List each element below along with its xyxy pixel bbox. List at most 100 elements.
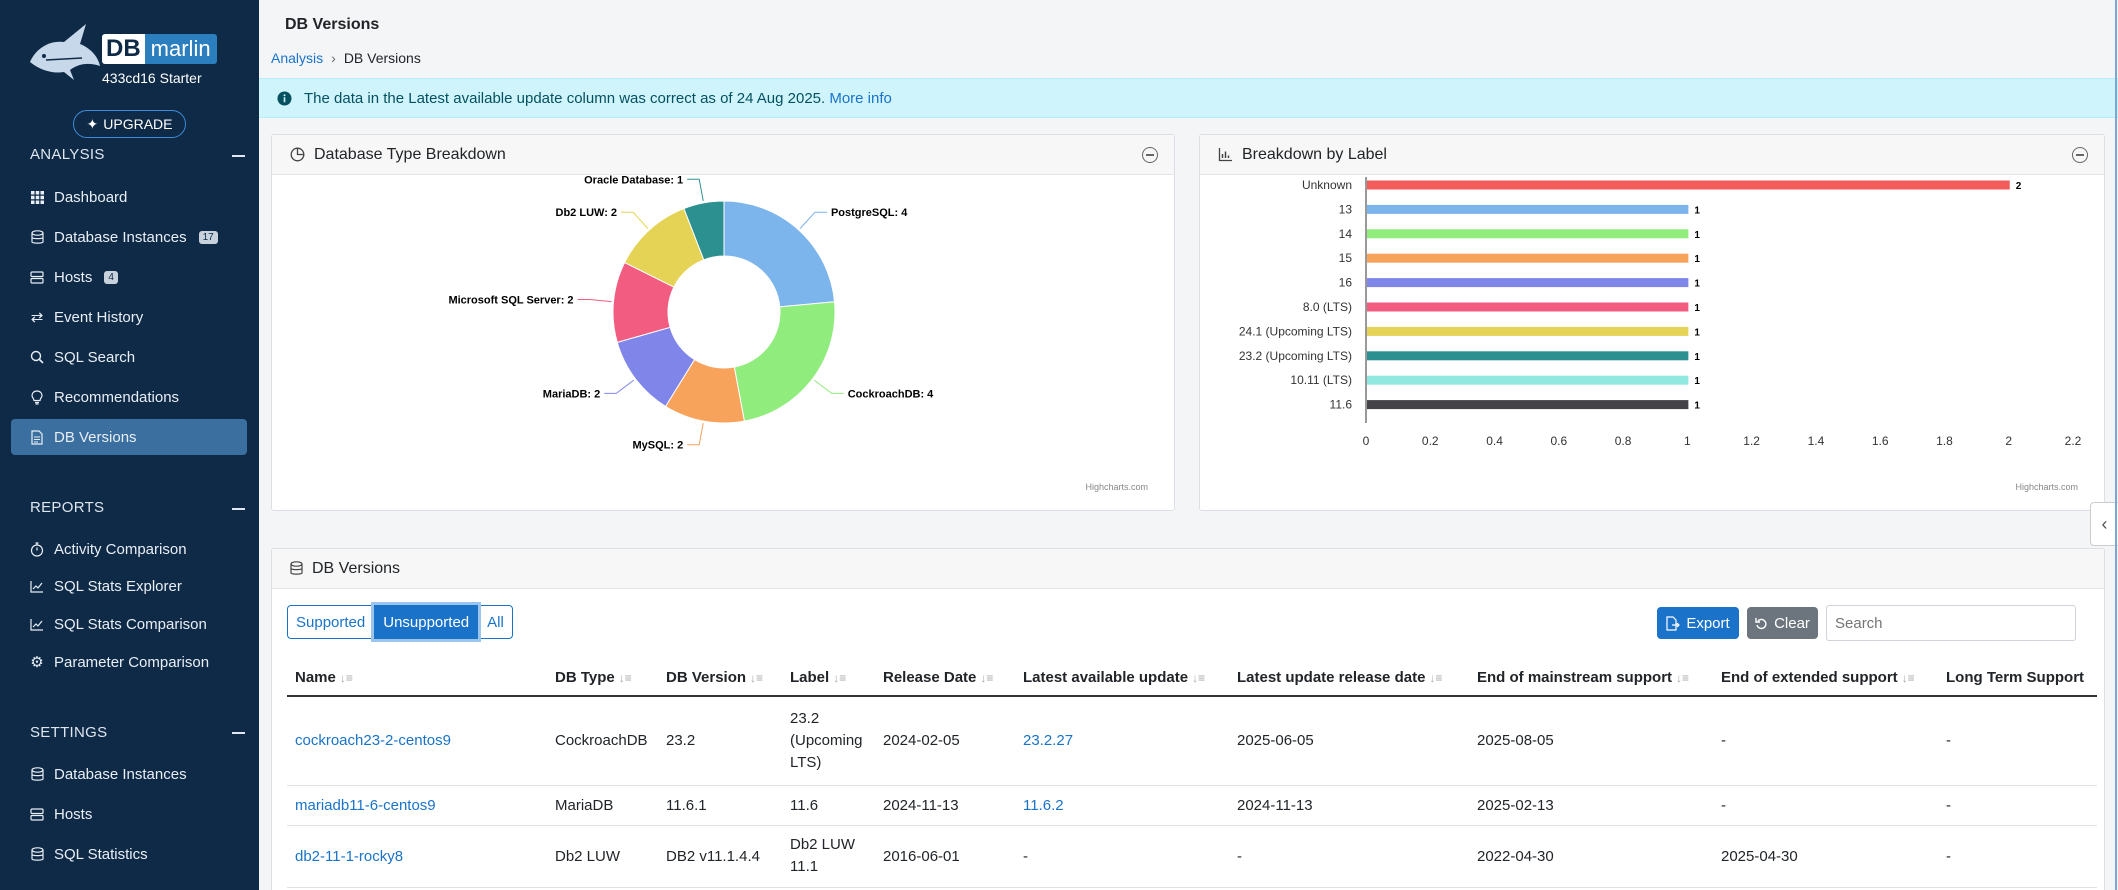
app-logo[interactable]: DB marlin 433cd16 Starter	[26, 14, 217, 86]
sort-icon[interactable]: ↓≡	[1429, 671, 1443, 685]
data-label-connector	[577, 299, 612, 303]
sidebar-item-label: Database Instances	[54, 228, 187, 246]
bar[interactable]	[1367, 302, 1689, 312]
bar[interactable]	[1367, 400, 1689, 410]
data-label: 1	[1694, 303, 1700, 314]
sort-icon[interactable]: ↓≡	[1676, 671, 1690, 685]
sidebar-item-sql-stats-comparison[interactable]: SQL Stats Comparison	[11, 606, 247, 642]
data-label: MySQL: 2	[632, 440, 683, 452]
card-title: Database Type Breakdown	[314, 145, 506, 163]
chart-line-icon	[29, 578, 45, 594]
sort-icon[interactable]: ↓≡	[1192, 671, 1206, 685]
cell-lts: -	[1938, 785, 2097, 826]
collapse-icon[interactable]	[1142, 147, 1158, 163]
panel-toggle-button[interactable]: ‹	[2090, 502, 2118, 546]
bar[interactable]	[1367, 278, 1689, 288]
sidebar-item-event-history[interactable]: ⇄ Event History	[11, 299, 247, 335]
section-title: REPORTS	[30, 499, 105, 516]
col-name[interactable]: Name ↓≡	[287, 660, 547, 697]
collapse-icon[interactable]	[2072, 147, 2088, 163]
count-badge: 4	[104, 270, 118, 284]
bar[interactable]	[1367, 351, 1689, 361]
more-info-link[interactable]: More info	[829, 89, 892, 107]
bar[interactable]	[1367, 253, 1689, 263]
category-label: 14	[1339, 227, 1353, 241]
data-label: PostgreSQL: 4	[831, 207, 908, 219]
sidebar-item-sql-search[interactable]: SQL Search	[11, 339, 247, 375]
bar[interactable]	[1367, 375, 1689, 385]
clear-label: Clear	[1774, 614, 1810, 632]
sidebar-item-label: DB Versions	[54, 428, 137, 446]
latest-update-link[interactable]: 23.2.27	[1023, 732, 1074, 750]
breadcrumb-analysis-link[interactable]: Analysis	[271, 50, 324, 66]
cell-end-extended: -	[1713, 696, 1938, 786]
col-label[interactable]: Label ↓≡	[782, 660, 875, 697]
sidebar-item-settings-database-instances[interactable]: Database Instances	[11, 756, 247, 792]
data-label: 1	[1694, 376, 1700, 387]
col-latest-update-release-date[interactable]: Latest update release date ↓≡	[1229, 660, 1469, 697]
col-latest-available-update[interactable]: Latest available update ↓≡	[1015, 660, 1229, 697]
upgrade-button[interactable]: ✦ UPGRADE	[73, 110, 186, 138]
pie-slice[interactable]	[723, 200, 836, 308]
sort-icon[interactable]: ↓≡	[833, 671, 847, 685]
section-reports[interactable]: REPORTS	[30, 499, 104, 516]
sort-icon[interactable]: ↓≡	[750, 671, 764, 685]
sidebar-item-settings-sql-statistics[interactable]: SQL Statistics	[11, 836, 247, 872]
search-input[interactable]	[1826, 605, 2076, 641]
x-tick-label: 1.4	[1808, 434, 1825, 448]
section-settings[interactable]: SETTINGS	[30, 724, 107, 741]
instance-link[interactable]: mariadb11-6-centos9	[295, 796, 436, 814]
col-end-of-extended-support[interactable]: End of extended support ↓≡	[1713, 660, 1938, 697]
sort-icon[interactable]: ↓≡	[618, 671, 632, 685]
marlin-logo-icon	[30, 24, 100, 80]
x-tick-label: 2	[2005, 434, 2012, 448]
collapse-analysis-icon[interactable]	[232, 155, 245, 157]
latest-update-link[interactable]: 11.6.2	[1023, 796, 1064, 814]
sidebar-item-recommendations[interactable]: Recommendations	[11, 379, 247, 415]
sidebar-item-sql-stats-explorer[interactable]: SQL Stats Explorer	[11, 568, 247, 604]
bar[interactable]	[1367, 326, 1689, 336]
sidebar-item-settings-hosts[interactable]: Hosts	[11, 796, 247, 832]
data-label: Oracle Database: 1	[584, 175, 683, 186]
collapse-settings-icon[interactable]	[232, 732, 245, 734]
export-button[interactable]: Export	[1657, 607, 1739, 639]
filter-supported-button[interactable]: Supported	[287, 605, 375, 639]
table-row: db2-11-1-rocky8 Db2 LUW DB2 v11.1.4.4 Db…	[287, 825, 2097, 888]
sidebar-item-dashboard[interactable]: Dashboard	[11, 179, 247, 215]
col-long-term-support[interactable]: Long Term Support	[1938, 660, 2097, 697]
bar[interactable]	[1367, 180, 2010, 190]
pie-slice[interactable]	[733, 301, 836, 422]
sidebar-item-db-versions[interactable]: DB Versions	[11, 419, 247, 455]
data-label-connector	[604, 379, 635, 394]
category-label: 8.0 (LTS)	[1303, 300, 1352, 314]
clear-button[interactable]: Clear	[1747, 607, 1818, 639]
col-end-of-mainstream-support[interactable]: End of mainstream support ↓≡	[1469, 660, 1713, 697]
col-release-date[interactable]: Release Date ↓≡	[875, 660, 1015, 697]
col-db-type[interactable]: DB Type ↓≡	[547, 660, 658, 697]
filter-all-button[interactable]: All	[478, 605, 513, 639]
sidebar-item-parameter-comparison[interactable]: ⚙ Parameter Comparison	[11, 644, 247, 680]
brand-db: DB	[102, 34, 145, 64]
sort-icon[interactable]: ↓≡	[339, 671, 353, 685]
sidebar-item-database-instances[interactable]: Database Instances 17	[11, 219, 247, 255]
sort-icon[interactable]: ↓≡	[1901, 671, 1915, 685]
section-analysis[interactable]: ANALYSIS	[30, 146, 105, 163]
pie-slice[interactable]	[683, 200, 725, 261]
bar[interactable]	[1367, 229, 1689, 239]
filter-unsupported-button[interactable]: Unsupported	[374, 605, 479, 639]
sidebar-item-activity-comparison[interactable]: Activity Comparison	[11, 531, 247, 567]
info-alert: The data in the Latest available update …	[259, 78, 2118, 118]
bar[interactable]	[1367, 204, 1689, 214]
data-label: 1	[1694, 230, 1700, 241]
sort-icon[interactable]: ↓≡	[980, 671, 994, 685]
instance-link[interactable]: db2-11-1-rocky8	[295, 847, 404, 865]
collapse-reports-icon[interactable]	[232, 508, 245, 510]
sidebar-item-hosts[interactable]: Hosts 4	[11, 259, 247, 295]
highcharts-credit[interactable]: Highcharts.com	[2015, 482, 2078, 492]
instance-link[interactable]: cockroach23-2-centos9	[295, 732, 451, 750]
cell-latest-update-date: 2025-06-05	[1229, 696, 1469, 786]
highcharts-credit[interactable]: Highcharts.com	[1085, 482, 1148, 492]
data-label-connector	[687, 178, 704, 202]
sidebar-item-label: Activity Comparison	[54, 540, 187, 558]
col-db-version[interactable]: DB Version ↓≡	[658, 660, 782, 697]
